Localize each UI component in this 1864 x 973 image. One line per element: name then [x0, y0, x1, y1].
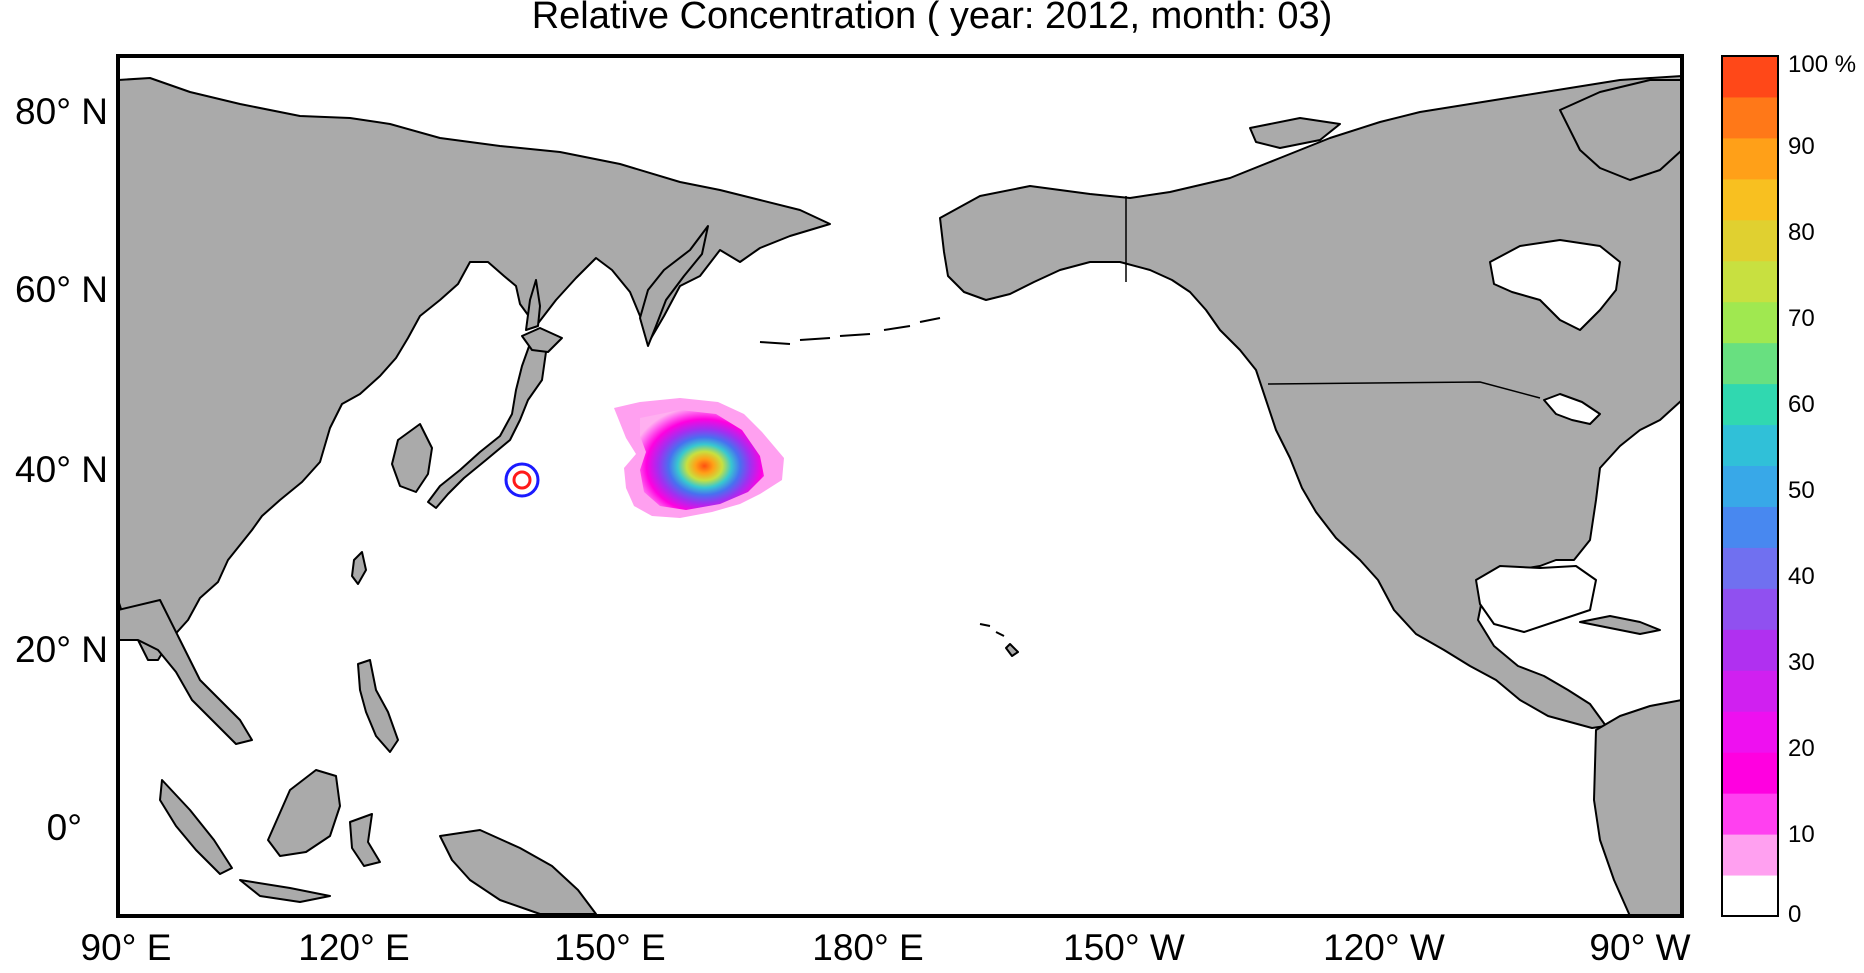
lon-label-90w: 90° W — [1589, 927, 1691, 968]
plume-core — [640, 410, 764, 510]
lat-label-40n: 40° N — [15, 449, 108, 490]
colorbar — [1722, 56, 1778, 917]
lon-label-180e: 180° E — [812, 927, 924, 968]
colorbar-frame — [1721, 55, 1779, 917]
land-philippines — [357, 659, 399, 753]
colorbar-swatch — [1722, 547, 1778, 589]
land-hawaii — [979, 623, 1019, 657]
lon-label-150w: 150° W — [1063, 927, 1185, 968]
land-taiwan — [351, 551, 367, 585]
colorbar-swatch — [1722, 383, 1778, 426]
colorbar-swatch — [1722, 834, 1778, 876]
colorbar-tick-80: 80 — [1788, 219, 1815, 246]
lat-label-80n: 80° N — [15, 91, 108, 132]
land-group — [118, 75, 1682, 916]
great-lakes — [1543, 393, 1601, 425]
map-title: Relative Concentration ( year: 2012, mon… — [531, 0, 1333, 37]
land-sulawesi — [349, 813, 381, 867]
land-arctic-islands — [1249, 117, 1341, 149]
land-south-america — [1593, 699, 1682, 916]
land-sakhalin — [525, 279, 541, 331]
colorbar-swatch — [1722, 670, 1778, 712]
map-frame — [116, 54, 1684, 918]
colorbar-swatch — [1722, 793, 1778, 835]
colorbar-unit-label: 100 % — [1788, 51, 1857, 78]
land-hokkaido — [521, 327, 563, 353]
colorbar-swatch — [1722, 711, 1778, 753]
colorbar-swatch — [1722, 424, 1778, 467]
colorbar-tick-70: 70 — [1788, 305, 1815, 332]
colorbar-swatch — [1722, 301, 1778, 344]
lon-label-150e: 150° E — [554, 927, 666, 968]
colorbar-swatch — [1722, 137, 1778, 180]
colorbar-tick-10: 10 — [1788, 821, 1815, 848]
lat-label-60n: 60° N — [15, 269, 108, 310]
land-korea — [391, 423, 433, 493]
colorbar-swatch — [1722, 56, 1778, 98]
colorbar-swatch — [1722, 260, 1778, 303]
lat-label-0: 0° — [46, 807, 82, 848]
colorbar-tick-30: 30 — [1788, 649, 1815, 676]
colorbar-tick-50: 50 — [1788, 477, 1815, 504]
land-japan — [427, 337, 547, 509]
colorbar-swatch — [1722, 219, 1778, 262]
land-greenland — [1559, 79, 1682, 181]
lat-label-20n: 20° N — [15, 629, 108, 670]
hudson-bay — [1489, 239, 1621, 331]
land-aleutians — [759, 317, 941, 345]
lon-label-120e: 120° E — [298, 927, 410, 968]
colorbar-swatch — [1722, 752, 1778, 794]
land-borneo — [267, 769, 341, 857]
colorbar-tick-40: 40 — [1788, 563, 1815, 590]
colorbar-swatch — [1722, 875, 1778, 917]
gulf-of-mexico — [1475, 565, 1597, 633]
land-caribbean — [1579, 615, 1661, 635]
colorbar-swatch — [1722, 629, 1778, 671]
colorbar-swatch — [1722, 465, 1778, 507]
colorbar-swatch — [1722, 342, 1778, 385]
border-us-canada — [1267, 381, 1541, 399]
lon-label-120w: 120° W — [1323, 927, 1445, 968]
colorbar-swatch — [1722, 96, 1778, 139]
land-indochina — [118, 599, 253, 745]
lon-label-90e: 90° E — [80, 927, 172, 968]
release-site-outer-ring — [504, 462, 540, 498]
colorbar-swatch — [1722, 506, 1778, 548]
land-sumatra — [159, 779, 233, 875]
colorbar-tick-90: 90 — [1788, 133, 1815, 160]
colorbar-swatch — [1722, 588, 1778, 630]
colorbar-tick-20: 20 — [1788, 735, 1815, 762]
release-site-inner-ring — [512, 470, 532, 490]
colorbar-tick-0: 0 — [1788, 901, 1802, 928]
release-site-marker[interactable] — [504, 462, 540, 498]
colorbar-tick-60: 60 — [1788, 391, 1815, 418]
land-java — [239, 879, 331, 903]
land-kamchatka — [639, 225, 709, 347]
concentration-plume — [614, 398, 784, 518]
colorbar-swatch — [1722, 178, 1778, 221]
